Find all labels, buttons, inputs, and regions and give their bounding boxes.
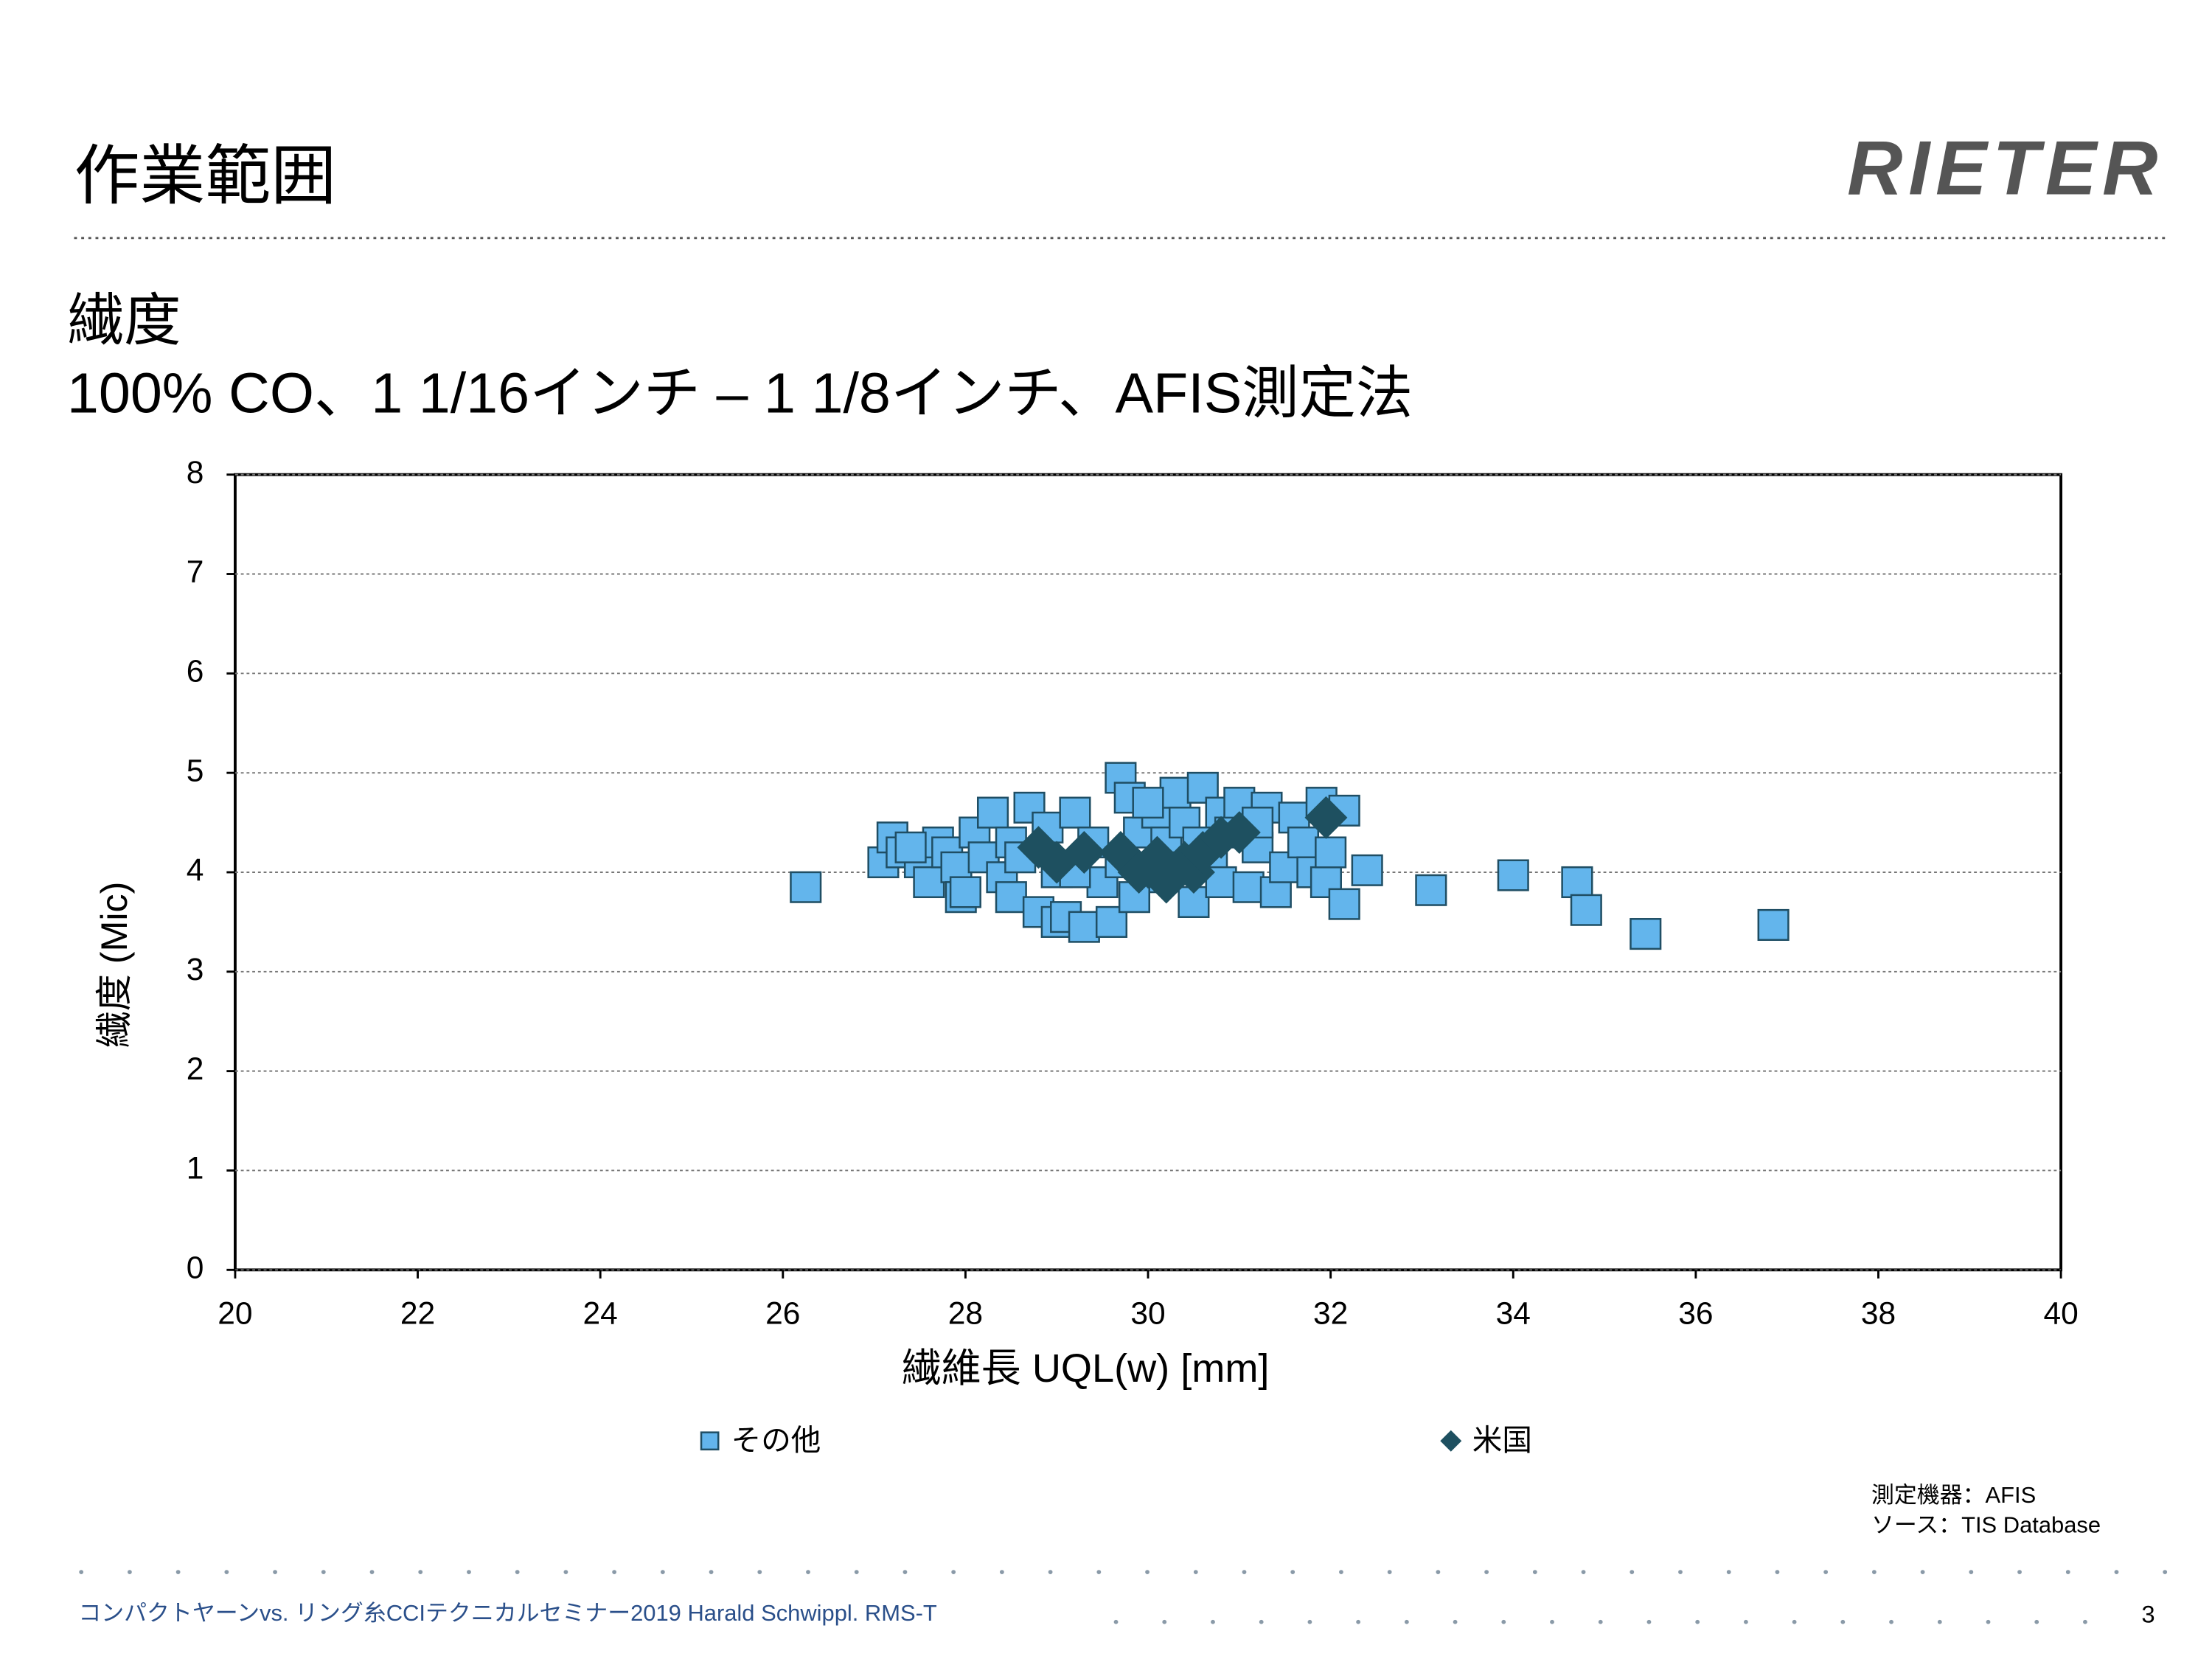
- x-tick-label: 22: [400, 1296, 435, 1331]
- note: ソース：TIS Database: [1871, 1512, 2101, 1537]
- data-point: [1497, 859, 1529, 891]
- x-tick-label: 36: [1678, 1296, 1713, 1331]
- x-tick-label: 20: [218, 1296, 252, 1331]
- y-tick-label: 5: [187, 754, 204, 788]
- data-point: [949, 876, 981, 908]
- data-point: [790, 871, 822, 903]
- legend-label: その他: [731, 1423, 821, 1457]
- x-tick-label: 28: [948, 1296, 983, 1331]
- data-point: [1570, 894, 1602, 926]
- subtitle: 繊度: [67, 289, 181, 352]
- page-number: 3: [2141, 1601, 2154, 1628]
- x-tick-label: 40: [2043, 1296, 2078, 1331]
- y-tick-label: 4: [187, 853, 204, 888]
- data-point: [1328, 888, 1360, 920]
- data-point: [1068, 911, 1100, 943]
- y-tick-label: 0: [187, 1251, 204, 1286]
- data-point: [1757, 908, 1790, 942]
- data-point: [1062, 831, 1106, 874]
- x-tick-label: 34: [1496, 1296, 1531, 1331]
- note: 測定機器：AFIS: [1871, 1482, 2036, 1508]
- x-tick-label: 24: [583, 1296, 618, 1331]
- slide-title: 作業範囲: [74, 139, 337, 212]
- y-tick-label: 6: [187, 655, 204, 689]
- data-point: [1287, 826, 1320, 859]
- data-point: [1315, 836, 1347, 869]
- y-tick-label: 1: [187, 1152, 204, 1186]
- data-point: [1561, 866, 1593, 899]
- x-axis-title: 繊維長 UQL(w) [mm]: [901, 1346, 1269, 1391]
- data-point: [1059, 796, 1091, 829]
- legend-label: 米国: [1472, 1423, 1532, 1457]
- data-point: [1217, 811, 1261, 855]
- data-point: [1232, 871, 1265, 903]
- footer-text: コンパクトヤーンvs. リング糸CCIテクニカルセミナー2019 Harald …: [78, 1600, 937, 1626]
- data-point: [1351, 854, 1383, 886]
- data-point: [1132, 787, 1164, 819]
- data-point: [1415, 874, 1447, 906]
- data-point: [1159, 776, 1192, 809]
- data-point: [995, 881, 1027, 914]
- data-point: [894, 831, 927, 863]
- y-axis-title: 繊度 (Mic): [94, 882, 135, 1048]
- x-tick-label: 32: [1313, 1296, 1348, 1331]
- x-tick-label: 38: [1861, 1296, 1896, 1331]
- data-point: [1304, 796, 1348, 839]
- data-point: [913, 866, 945, 899]
- y-tick-label: 3: [187, 953, 204, 987]
- data-point: [976, 796, 1009, 829]
- logo: RIETER: [1847, 125, 2163, 211]
- x-tick-label: 26: [765, 1296, 800, 1331]
- subtitle: 100% CO、1 1/16インチ – 1 1/8インチ、AFIS測定法: [67, 362, 1413, 425]
- legend-marker: [700, 1431, 720, 1451]
- y-tick-label: 7: [187, 555, 204, 590]
- legend-marker: [1440, 1430, 1462, 1452]
- y-tick-label: 8: [187, 456, 204, 490]
- data-point: [1630, 918, 1662, 950]
- y-tick-label: 2: [187, 1052, 204, 1087]
- x-tick-label: 30: [1130, 1296, 1165, 1331]
